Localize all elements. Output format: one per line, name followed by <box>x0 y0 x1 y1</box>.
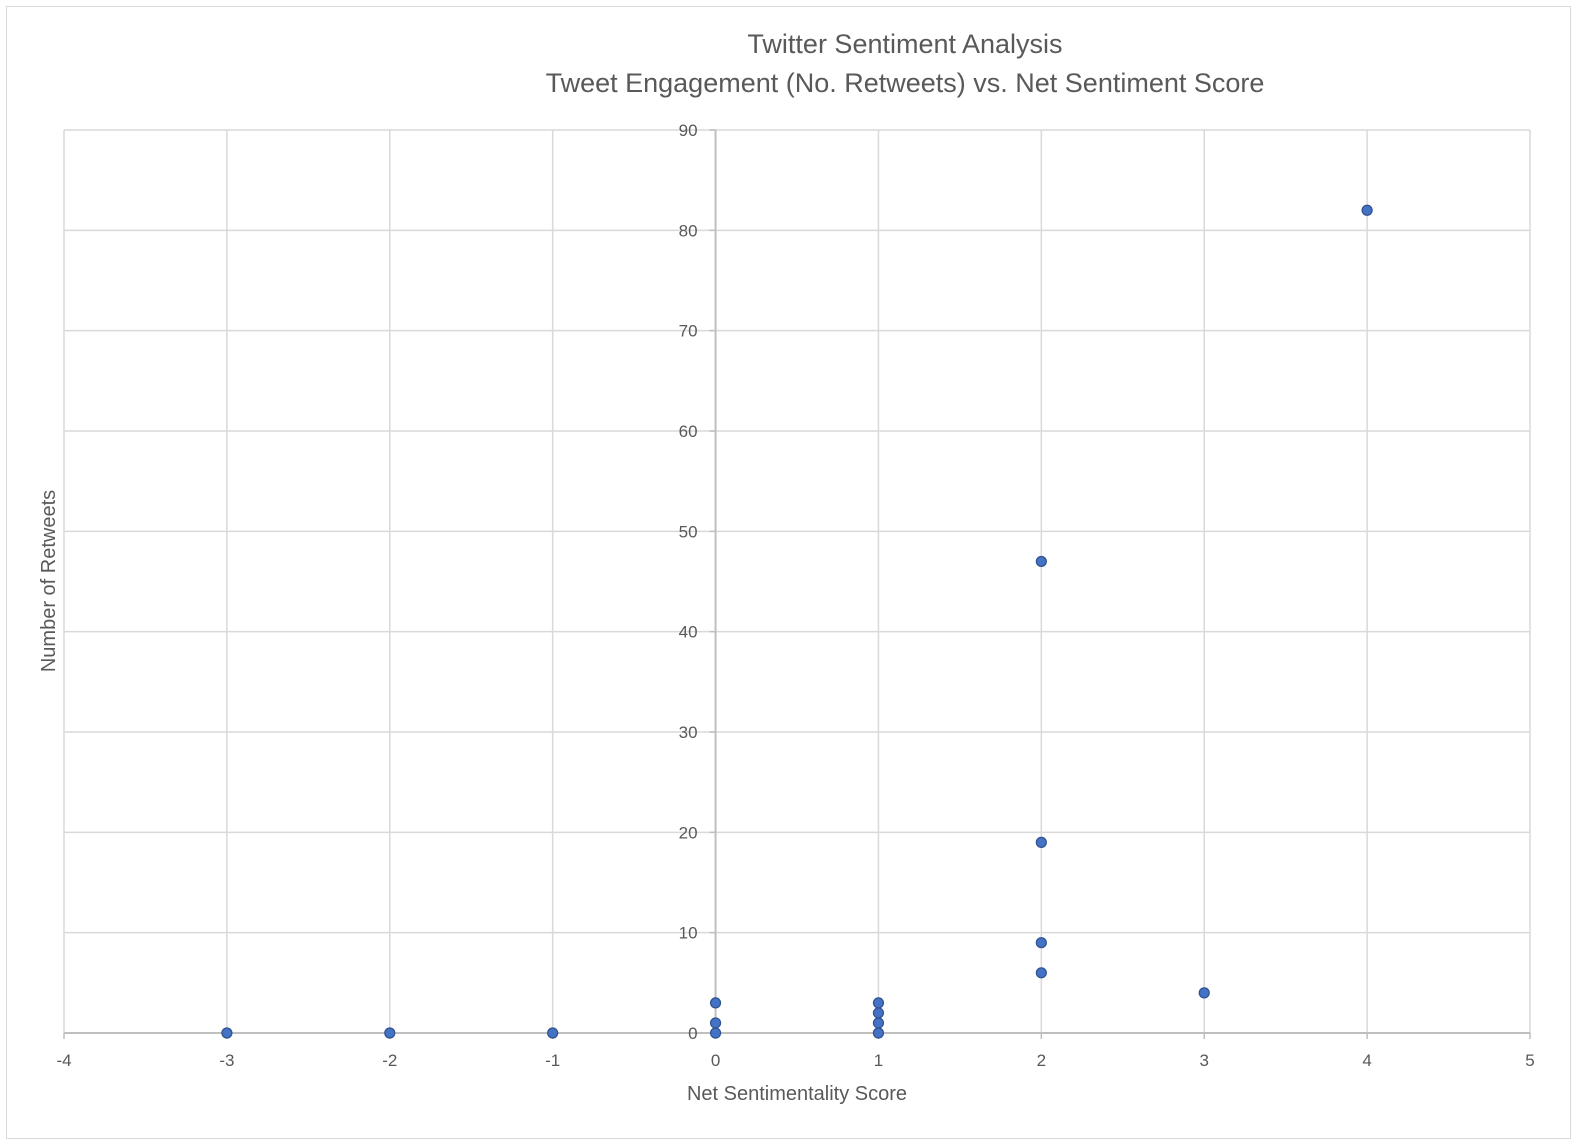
data-point <box>1035 967 1047 979</box>
data-points <box>221 204 1373 1039</box>
x-tick-label: 1 <box>874 1051 883 1070</box>
data-point <box>384 1027 396 1039</box>
y-tick-label: 70 <box>679 322 698 341</box>
y-axis-title: Number of Retweets <box>38 490 60 672</box>
data-point <box>872 1007 885 1019</box>
x-axis-title: Net Sentimentality Score <box>687 1083 907 1105</box>
y-tick-label: 90 <box>679 121 698 140</box>
data-point <box>709 997 722 1009</box>
data-point <box>547 1027 559 1039</box>
x-tick-label: -3 <box>219 1051 234 1070</box>
y-tick-label: 50 <box>679 522 698 541</box>
data-point <box>872 1027 885 1039</box>
y-tick-label: 30 <box>679 723 698 742</box>
data-point <box>1361 204 1373 216</box>
y-tick-label: 40 <box>679 623 698 642</box>
data-point <box>872 1017 885 1029</box>
axes <box>63 129 1531 1039</box>
y-tick-label: 0 <box>688 1024 697 1043</box>
data-point <box>1035 555 1047 568</box>
chart-title: Twitter Sentiment Analysis <box>747 29 1062 59</box>
data-point <box>1035 836 1047 848</box>
gridlines <box>63 129 1531 1034</box>
chart-subtitle: Tweet Engagement (No. Retweets) vs. Net … <box>546 68 1265 98</box>
x-tick-label: 4 <box>1362 1051 1371 1070</box>
chart-frame <box>6 6 1571 1139</box>
y-tick-label: 20 <box>679 823 698 842</box>
x-tick-label: 0 <box>711 1051 720 1070</box>
data-point <box>709 1017 722 1029</box>
y-tick-label: 80 <box>679 221 698 240</box>
x-tick-label: 3 <box>1199 1051 1208 1070</box>
data-point <box>872 997 885 1009</box>
x-tick-label: -4 <box>56 1051 71 1070</box>
x-tick-label: -2 <box>382 1051 397 1070</box>
data-point <box>1035 937 1047 949</box>
y-tick-label: 60 <box>679 422 698 441</box>
x-tick-label: 2 <box>1037 1051 1046 1070</box>
data-point <box>1198 987 1210 999</box>
x-tick-label: 5 <box>1525 1051 1534 1070</box>
data-point <box>221 1027 233 1039</box>
y-tick-label: 10 <box>679 924 698 943</box>
data-point <box>709 1027 722 1039</box>
x-tick-label: -1 <box>545 1051 560 1070</box>
